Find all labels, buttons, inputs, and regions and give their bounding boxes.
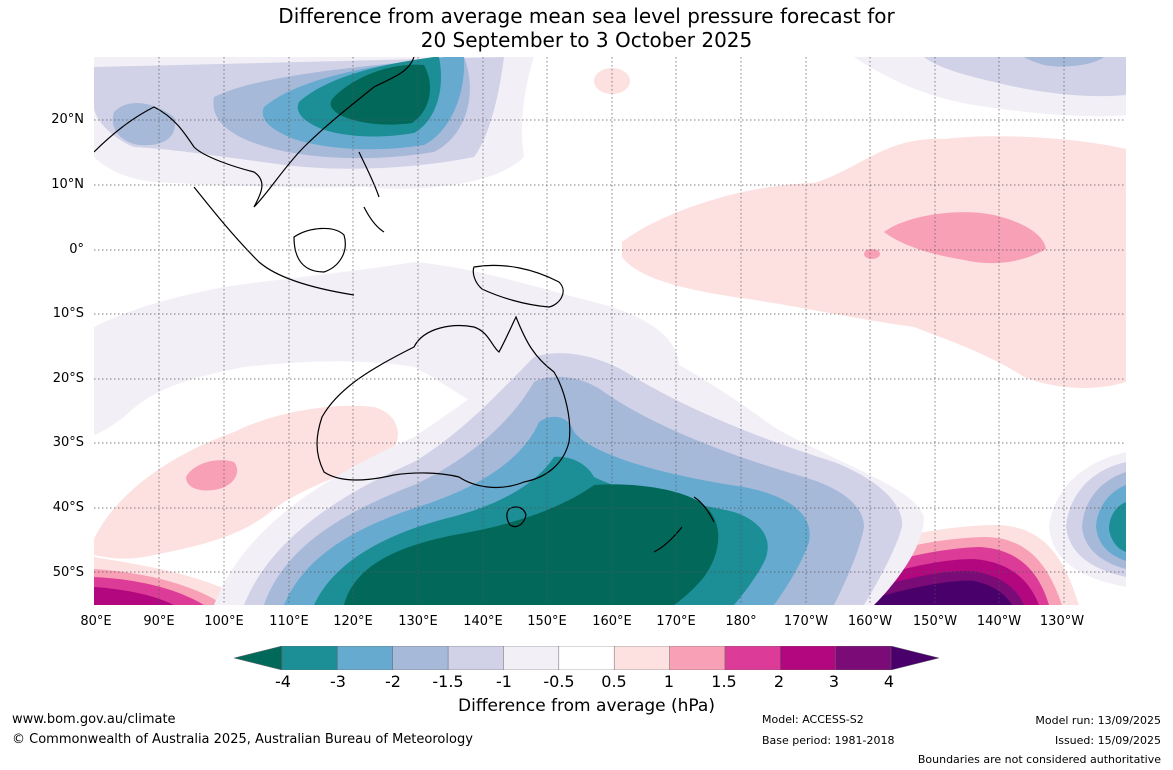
lon-label-90e: 90°E: [143, 614, 175, 629]
colorbar-segment: [392, 645, 449, 671]
ne-band--1: [924, 57, 1126, 97]
lon-label-100e: 100°E: [204, 614, 244, 629]
lat-label-20n: 20°N: [51, 112, 84, 127]
colorbar-segment: [780, 645, 837, 671]
lon-label-170e: 170°E: [656, 614, 696, 629]
lon-label-140e: 140°E: [463, 614, 503, 629]
lon-label-130e: 130°E: [398, 614, 438, 629]
lon-label-160e: 160°E: [592, 614, 632, 629]
cb-tick-11: 3: [828, 672, 840, 691]
borneo-coast: [293, 227, 346, 273]
colorbar-segment: [503, 645, 560, 671]
sumatra-java-coast: [193, 186, 355, 296]
colorbar-segment: [724, 645, 782, 671]
lon-label-160w: 160°W: [847, 614, 893, 629]
negative-anomaly-layer: [94, 57, 1126, 605]
lon-label-110e: 110°E: [269, 614, 309, 629]
colorbar-arrow-low: [233, 645, 283, 671]
sw-band-2: [94, 587, 174, 605]
asia-mainland-coast: [94, 57, 415, 208]
footer-model: Model: ACCESS-S2: [762, 713, 864, 726]
cb-tick-2: -3: [330, 672, 346, 691]
coastlines: [94, 57, 715, 553]
colorbar: [233, 645, 940, 674]
colorbar-segment: [835, 645, 892, 671]
cb-tick-8: 1: [663, 672, 675, 691]
colorbar-arrow-high: [890, 645, 940, 671]
cb-tick-7: 0.5: [601, 672, 627, 691]
lon-label-180: 180°: [725, 614, 757, 629]
colorbar-segment: [613, 645, 671, 671]
title-line-2: 20 September to 3 October 2025: [420, 28, 753, 52]
lat-label-0: 0°: [69, 242, 84, 257]
contour-pacific-0.5: [622, 136, 1126, 389]
lon-label-130w: 130°W: [1039, 614, 1085, 629]
lon-label-120e: 120°E: [333, 614, 373, 629]
lon-label-140w: 140°W: [976, 614, 1022, 629]
colorbar-segment: [447, 645, 505, 671]
new-guinea-coast: [472, 264, 564, 308]
colorbar-segment: [337, 645, 394, 671]
map-svg: [94, 57, 1126, 605]
cb-tick-9: 1.5: [711, 672, 737, 691]
footer-disclaimer: Boundaries are not considered authoritat…: [917, 753, 1161, 766]
title-line-1: Difference from average mean sea level p…: [278, 4, 895, 28]
colorbar-svg: [233, 645, 940, 671]
contour-indian-0.5: [94, 405, 398, 559]
cb-tick-1: -4: [275, 672, 291, 691]
contour-indian-1: [186, 460, 238, 491]
contour-pacific-1: [884, 212, 1046, 264]
tasmania-coast: [506, 506, 527, 528]
cb-tick-6: -0.5: [543, 672, 575, 691]
cb-tick-3: -2: [385, 672, 401, 691]
colorbar-segment: [558, 645, 615, 671]
philippines-coast: [358, 151, 385, 233]
lat-label-40s: 40°S: [52, 500, 84, 515]
cb-tick-10: 2: [773, 672, 785, 691]
new-zealand-coast: [653, 496, 715, 553]
se-low--3: [1109, 502, 1126, 552]
lat-label-30s: 30°S: [52, 435, 84, 450]
lon-label-170w: 170°W: [783, 614, 829, 629]
footer-issued: Issued: 15/09/2025: [1054, 734, 1161, 747]
footer-base-period: Base period: 1981-2018: [762, 734, 895, 747]
pressure-anomaly-map: [94, 57, 1126, 605]
lon-label-80e: 80°E: [80, 614, 112, 629]
footer-model-run: Model run: 13/09/2025: [1035, 714, 1161, 727]
colorbar-segment: [669, 645, 726, 671]
contour-pacific-1-small: [864, 249, 880, 259]
north-low--4: [330, 64, 431, 125]
footer-website[interactable]: www.bom.gov.au/climate: [12, 712, 176, 727]
lon-label-150w: 150°W: [912, 614, 958, 629]
lat-label-10n: 10°N: [51, 177, 84, 192]
graticule: [94, 57, 1126, 605]
cb-tick-5: -1: [496, 672, 512, 691]
cb-tick-4: -1.5: [432, 672, 464, 691]
footer-copyright: © Commonwealth of Australia 2025, Austra…: [12, 732, 473, 747]
chart-title: Difference from average mean sea level p…: [0, 4, 1173, 52]
lat-label-10s: 10°S: [52, 306, 84, 321]
colorbar-segment: [281, 645, 339, 671]
cb-tick-12: 4: [883, 672, 895, 691]
se-band-4: [849, 580, 1012, 605]
lon-label-150e: 150°E: [527, 614, 567, 629]
colorbar-title: Difference from average (hPa): [458, 696, 715, 716]
australia-coast: [316, 315, 571, 488]
south-low--4: [344, 484, 719, 605]
lat-label-50s: 50°S: [52, 565, 84, 580]
lat-label-20s: 20°S: [52, 371, 84, 386]
